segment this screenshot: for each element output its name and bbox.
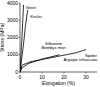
- series-label: Steel: [26, 5, 36, 10]
- x-tick-label: 30: [83, 74, 89, 80]
- x-tick-label: 0: [19, 74, 22, 80]
- x-axis: [20, 72, 97, 73]
- y-tick-label: 3000: [7, 17, 18, 23]
- chart: 0 10 20 30 0 1000 2000 3000 4000 Elongation (%) St…: [0, 0, 100, 87]
- series-line: [20, 10, 28, 72]
- x-axis-title: Elongation (%): [42, 80, 75, 86]
- y-tick: [19, 37, 21, 38]
- x-tick-label: 20: [61, 74, 67, 80]
- y-tick-label: 4000: [7, 0, 18, 6]
- y-tick-label: 1000: [7, 51, 18, 57]
- y-tick: [19, 3, 21, 4]
- y-tick: [19, 20, 21, 21]
- series-line: [20, 5, 24, 72]
- y-tick: [19, 72, 21, 73]
- series-label: Kevlar: [30, 14, 42, 19]
- y-tick-label: 2000: [7, 34, 18, 40]
- series-label: SpiderArgiope trifasciata: [63, 53, 97, 63]
- series-label: SilkwormBombyx mori: [41, 41, 66, 51]
- y-tick: [19, 54, 21, 55]
- series-label-line: Argiope trifasciata: [63, 57, 97, 62]
- y-axis-title: Stress (MPa): [0, 23, 5, 53]
- series-label-line: Bombyx mori: [41, 45, 66, 50]
- y-tick-label: 0: [15, 69, 18, 75]
- series-label-line: Steel: [26, 5, 36, 10]
- series-label-line: Kevlar: [30, 14, 42, 19]
- x-tick-label: 10: [39, 74, 45, 80]
